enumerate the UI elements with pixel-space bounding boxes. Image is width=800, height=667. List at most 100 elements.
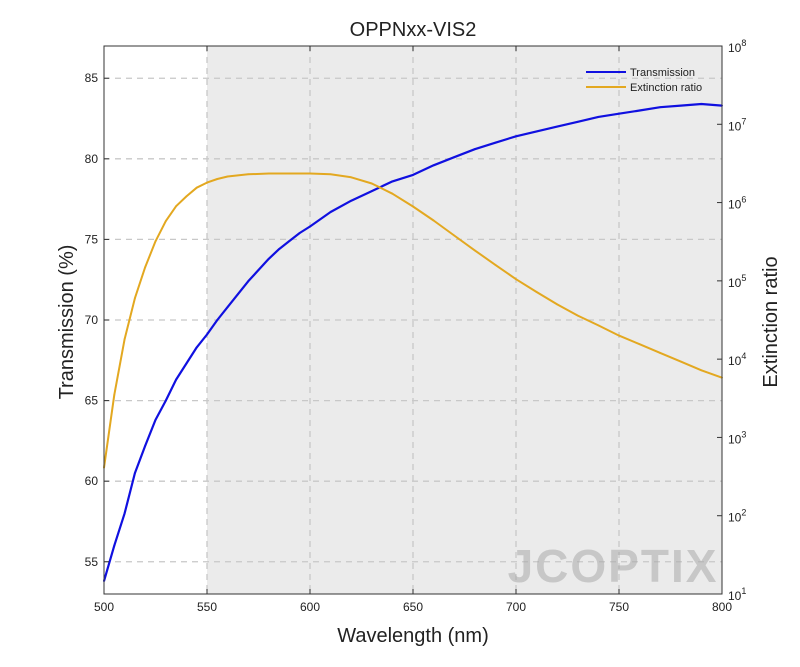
chart-title: OPPNxx-VIS2 xyxy=(350,19,477,41)
data-point-transmission xyxy=(298,232,301,234)
data-point-transmission xyxy=(432,164,435,167)
data-point-extinction-ratio xyxy=(535,291,538,293)
ticks: 500 550 600 650 700 750 800 55 60 65 70 75 80 85 101 10… xyxy=(85,38,747,614)
data-point-transmission xyxy=(370,190,373,192)
data-point-transmission xyxy=(412,174,414,176)
data-point-transmission xyxy=(700,103,703,105)
y-tick-label: 65 xyxy=(85,394,99,408)
y2-tick-label: 107 xyxy=(728,116,746,133)
data-point-transmission xyxy=(597,116,600,118)
y2-tick-label: 108 xyxy=(728,38,746,55)
y2-axis-label: Extinction ratio xyxy=(760,256,782,387)
data-point-transmission xyxy=(154,419,157,421)
data-point-extinction-ratio xyxy=(144,266,147,268)
data-point-transmission xyxy=(288,240,291,242)
data-point-transmission xyxy=(195,346,198,349)
data-point-extinction-ratio xyxy=(216,178,219,180)
y-axis-label: Transmission (%) xyxy=(56,245,78,400)
data-point-transmission xyxy=(216,319,219,321)
data-point-transmission xyxy=(618,112,620,115)
data-point-extinction-ratio xyxy=(432,219,435,222)
watermark-logo: JCOPTIX xyxy=(508,540,719,592)
data-point-transmission xyxy=(134,472,136,475)
y2-tick-label: 105 xyxy=(728,273,746,290)
x-tick-label: 600 xyxy=(300,600,320,614)
data-point-extinction-ratio xyxy=(267,172,270,175)
data-point-transmission xyxy=(309,225,311,228)
data-point-transmission xyxy=(267,257,270,260)
data-point-extinction-ratio xyxy=(247,173,250,176)
y2-tick-label: 102 xyxy=(728,508,746,525)
x-tick-label: 500 xyxy=(94,600,114,614)
data-point-transmission xyxy=(164,399,167,402)
data-point-transmission xyxy=(659,106,662,109)
y-tick-label: 80 xyxy=(85,152,99,166)
data-point-extinction-ratio xyxy=(113,393,116,396)
data-point-extinction-ratio xyxy=(288,172,291,175)
data-point-extinction-ratio xyxy=(206,181,208,184)
data-point-transmission xyxy=(113,544,116,547)
data-point-transmission xyxy=(123,512,126,515)
data-point-extinction-ratio xyxy=(185,195,188,198)
data-point-transmission xyxy=(515,135,517,138)
data-point-extinction-ratio xyxy=(638,343,641,346)
x-tick-label: 750 xyxy=(609,600,629,614)
data-point-extinction-ratio xyxy=(618,334,620,337)
data-point-extinction-ratio xyxy=(164,220,167,222)
legend-label-extinction-ratio: Extinction ratio xyxy=(630,82,702,94)
data-point-transmission xyxy=(391,180,394,183)
x-tick-label: 800 xyxy=(712,600,732,614)
data-point-transmission xyxy=(329,211,332,213)
data-point-extinction-ratio xyxy=(370,182,373,185)
x-axis-label: Wavelength (nm) xyxy=(337,625,489,647)
y-tick-label: 60 xyxy=(85,474,99,488)
data-point-extinction-ratio xyxy=(515,278,517,281)
legend-label-transmission: Transmission xyxy=(630,67,695,79)
data-point-transmission xyxy=(679,104,682,107)
data-point-extinction-ratio xyxy=(154,240,157,243)
data-point-transmission xyxy=(247,280,250,283)
y-tick-label: 85 xyxy=(85,71,99,85)
y2-tick-label: 106 xyxy=(728,195,746,212)
data-point-extinction-ratio xyxy=(123,338,126,341)
data-point-transmission xyxy=(453,156,456,159)
data-point-extinction-ratio xyxy=(134,297,136,300)
data-point-transmission xyxy=(473,148,476,151)
data-point-transmission xyxy=(257,269,260,271)
legend: Transmission Extinction ratio xyxy=(586,67,702,94)
data-point-extinction-ratio xyxy=(412,205,414,208)
data-point-transmission xyxy=(535,130,538,133)
data-point-extinction-ratio xyxy=(576,314,579,317)
y2-tick-label: 104 xyxy=(728,351,746,368)
data-point-extinction-ratio xyxy=(659,352,662,354)
x-tick-label: 700 xyxy=(506,600,526,614)
x-tick-label: 650 xyxy=(403,600,423,614)
series-layer xyxy=(102,102,723,583)
data-point-transmission xyxy=(278,248,280,250)
data-point-extinction-ratio xyxy=(175,205,178,208)
data-point-transmission xyxy=(185,362,188,365)
data-point-transmission xyxy=(226,306,229,309)
data-point-transmission xyxy=(638,109,641,112)
data-point-extinction-ratio xyxy=(350,176,353,179)
x-tick-label: 550 xyxy=(197,600,217,614)
data-point-extinction-ratio xyxy=(329,173,332,176)
data-point-transmission xyxy=(144,444,147,447)
data-point-transmission xyxy=(206,333,208,336)
y-tick-label: 75 xyxy=(85,232,99,246)
data-point-extinction-ratio xyxy=(226,175,229,178)
data-point-extinction-ratio xyxy=(494,263,497,266)
data-point-extinction-ratio xyxy=(700,369,703,372)
y2-tick-label: 101 xyxy=(728,586,746,603)
data-point-extinction-ratio xyxy=(679,360,682,363)
data-point-extinction-ratio xyxy=(195,186,198,189)
y2-tick-label: 103 xyxy=(728,429,746,446)
data-point-transmission xyxy=(576,120,579,123)
data-point-extinction-ratio xyxy=(556,303,559,306)
data-point-transmission xyxy=(494,141,497,144)
y-tick-label: 55 xyxy=(85,555,99,569)
data-point-extinction-ratio xyxy=(473,249,476,252)
y-tick-label: 70 xyxy=(85,313,99,327)
data-point-transmission xyxy=(175,378,178,381)
